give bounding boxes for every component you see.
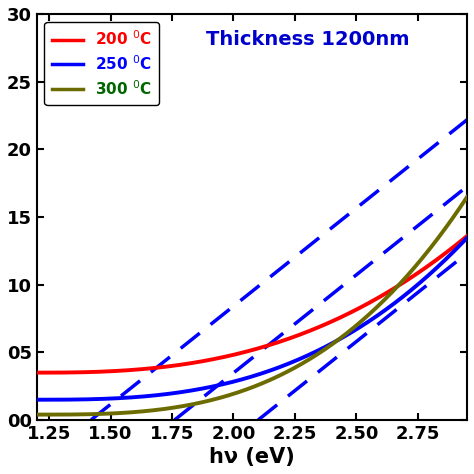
X-axis label: hν (eV): hν (eV) xyxy=(209,447,295,467)
Legend: 200 $^0$C, 250 $^0$C, 300 $^0$C: 200 $^0$C, 250 $^0$C, 300 $^0$C xyxy=(45,22,159,105)
Text: Thickness 1200nm: Thickness 1200nm xyxy=(206,30,410,49)
